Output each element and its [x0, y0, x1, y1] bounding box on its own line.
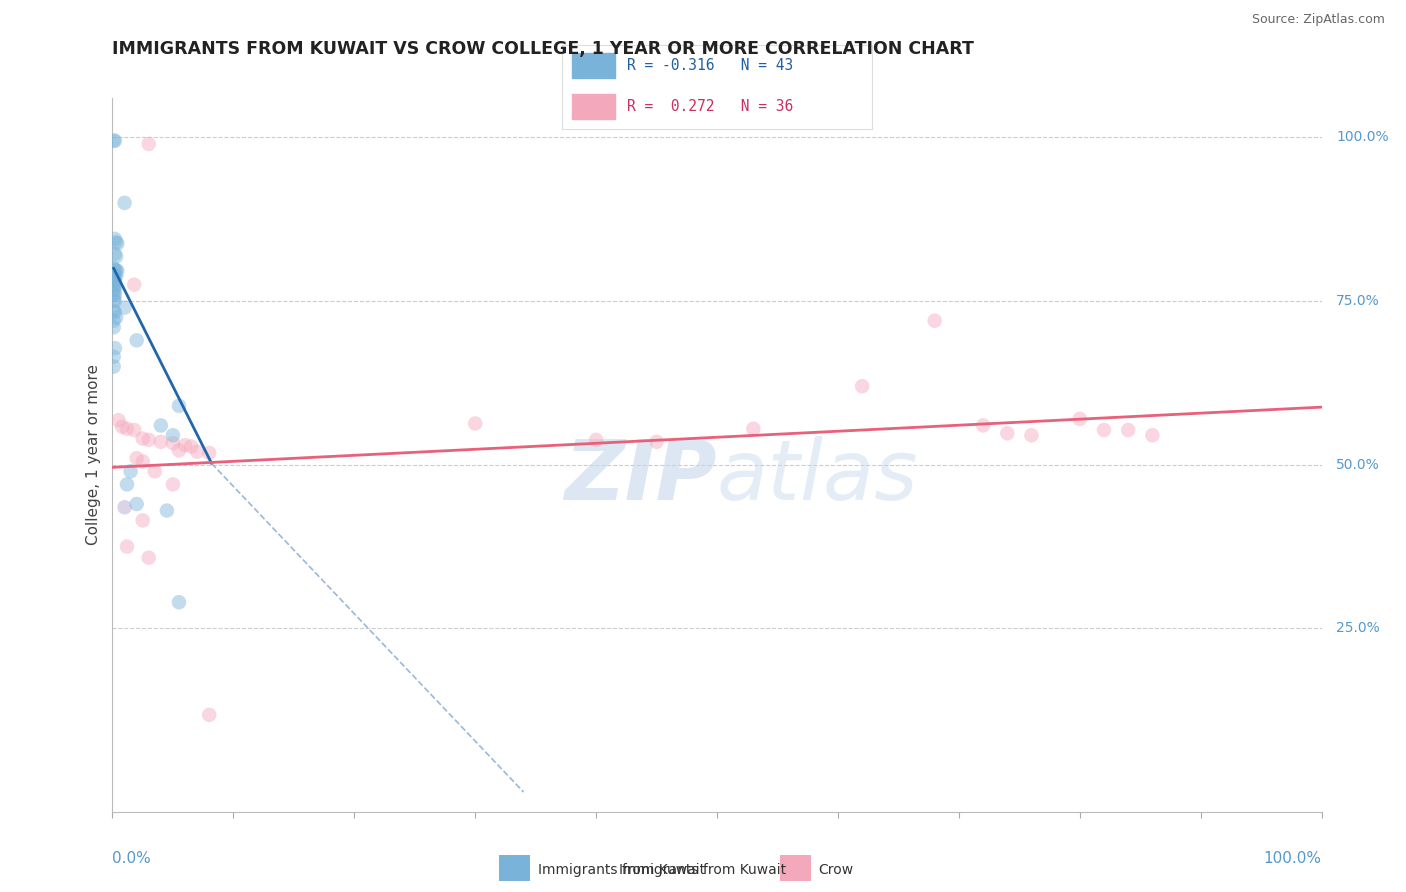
Text: R =  0.272   N = 36: R = 0.272 N = 36 — [627, 99, 793, 114]
Point — [585, 433, 607, 447]
Text: 75.0%: 75.0% — [1336, 294, 1379, 308]
Point — [104, 232, 127, 246]
Point — [125, 451, 148, 466]
Point — [120, 464, 142, 478]
Point — [180, 439, 202, 453]
Point — [103, 293, 125, 307]
Point — [645, 434, 668, 449]
Point — [742, 422, 765, 436]
Point — [103, 134, 125, 148]
Point — [138, 433, 160, 447]
Y-axis label: College, 1 year or more: College, 1 year or more — [86, 365, 101, 545]
Text: R = -0.316   N = 43: R = -0.316 N = 43 — [627, 58, 793, 73]
Text: Immigrants from Kuwait: Immigrants from Kuwait — [538, 863, 706, 877]
Point — [167, 443, 190, 458]
Point — [103, 359, 125, 374]
Text: IMMIGRANTS FROM KUWAIT VS CROW COLLEGE, 1 YEAR OR MORE CORRELATION CHART: IMMIGRANTS FROM KUWAIT VS CROW COLLEGE, … — [112, 40, 974, 58]
Text: 100.0%: 100.0% — [1336, 130, 1389, 145]
Point — [105, 236, 128, 251]
Point — [115, 540, 138, 554]
Point — [105, 235, 128, 249]
Point — [103, 282, 125, 296]
Point — [162, 436, 184, 450]
Point — [104, 268, 127, 283]
Point — [149, 418, 172, 433]
Point — [104, 134, 127, 148]
Point — [162, 477, 184, 491]
Point — [122, 277, 145, 292]
Point — [115, 477, 138, 491]
Point — [103, 314, 125, 328]
Point — [103, 320, 125, 334]
Text: 100.0%: 100.0% — [1264, 851, 1322, 866]
Point — [107, 413, 129, 427]
Point — [149, 434, 172, 449]
Point — [122, 423, 145, 437]
Point — [114, 500, 136, 515]
Point — [105, 269, 128, 284]
Point — [103, 304, 125, 318]
FancyBboxPatch shape — [572, 54, 614, 78]
Point — [104, 262, 127, 277]
Point — [103, 287, 125, 301]
Point — [1092, 423, 1115, 437]
Text: Immigrants from Kuwait: Immigrants from Kuwait — [620, 863, 786, 877]
Point — [1142, 428, 1164, 442]
Text: 0.0%: 0.0% — [112, 851, 152, 866]
Text: 50.0%: 50.0% — [1336, 458, 1379, 472]
Text: atlas: atlas — [717, 436, 918, 516]
Point — [125, 334, 148, 348]
Point — [1069, 412, 1091, 426]
Point — [138, 550, 160, 565]
Text: Source: ZipAtlas.com: Source: ZipAtlas.com — [1251, 13, 1385, 27]
Point — [143, 464, 166, 478]
Point — [104, 294, 127, 309]
Point — [104, 288, 127, 302]
Point — [972, 418, 994, 433]
Point — [105, 250, 128, 264]
Point — [1021, 428, 1043, 442]
Point — [995, 426, 1018, 441]
Point — [105, 264, 128, 278]
Point — [1116, 423, 1139, 437]
Point — [138, 136, 160, 151]
Point — [174, 438, 197, 452]
Point — [186, 444, 208, 458]
Point — [132, 513, 155, 527]
Point — [851, 379, 873, 393]
Point — [162, 428, 184, 442]
Point — [104, 341, 127, 355]
Point — [115, 422, 138, 436]
Point — [167, 595, 190, 609]
Point — [167, 399, 190, 413]
Text: ZIP: ZIP — [564, 436, 717, 516]
Text: Crow: Crow — [818, 863, 853, 877]
Point — [103, 273, 125, 287]
Point — [104, 283, 127, 297]
Point — [105, 263, 128, 277]
Point — [198, 707, 221, 722]
Point — [924, 314, 946, 328]
Point — [198, 446, 221, 460]
Point — [114, 195, 136, 210]
Point — [464, 417, 486, 431]
Point — [104, 247, 127, 261]
Text: 25.0%: 25.0% — [1336, 622, 1379, 635]
Point — [132, 454, 155, 468]
Point — [114, 301, 136, 315]
Point — [103, 350, 125, 364]
Point — [104, 305, 127, 319]
FancyBboxPatch shape — [572, 94, 614, 120]
Point — [125, 497, 148, 511]
Point — [104, 275, 127, 289]
Point — [105, 310, 128, 325]
Point — [103, 261, 125, 276]
Point — [103, 268, 125, 282]
Point — [103, 277, 125, 292]
Point — [104, 279, 127, 293]
Point — [111, 419, 134, 434]
Point — [132, 432, 155, 446]
Point — [156, 503, 179, 517]
